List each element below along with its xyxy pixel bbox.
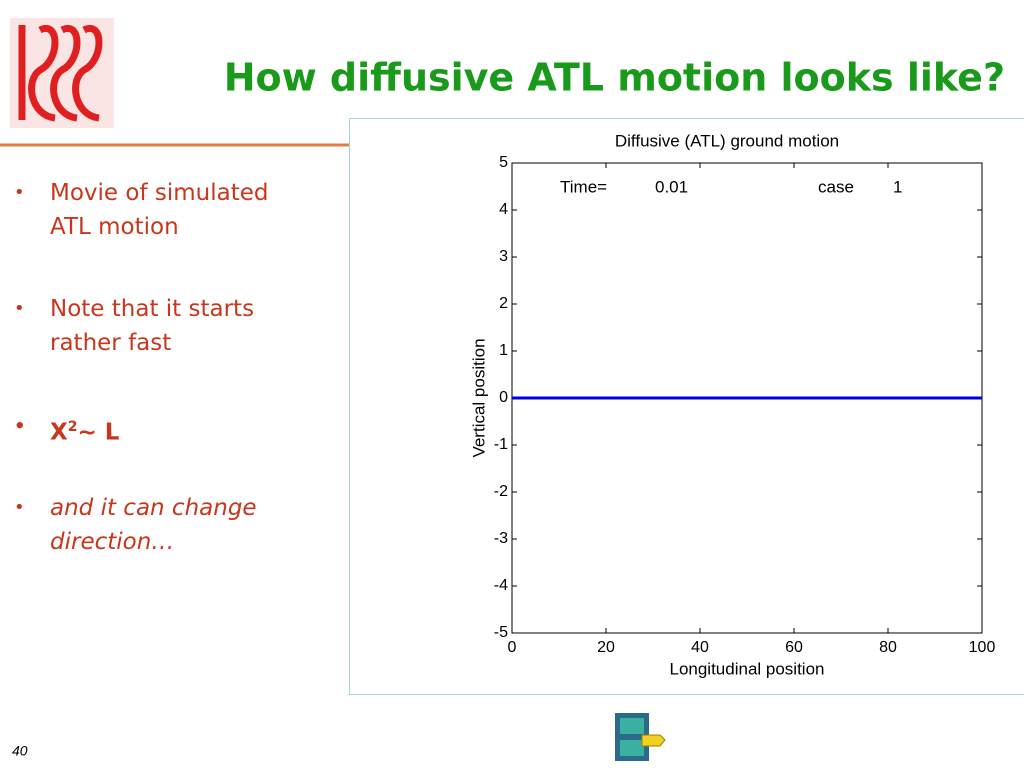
bullet-sup: 2 <box>67 419 78 435</box>
slide-title: How diffusive ATL motion looks like? <box>224 56 1005 100</box>
x-tick-label: 80 <box>879 639 897 656</box>
y-tick-label: -3 <box>494 530 508 547</box>
movie-icon <box>615 713 666 761</box>
annotation: 1 <box>893 177 902 196</box>
annotation: 0.01 <box>655 177 688 196</box>
x-tick-label: 40 <box>691 639 709 656</box>
y-tick-label: 4 <box>499 201 508 218</box>
y-tick-label: 3 <box>499 248 508 265</box>
y-tick-label: 5 <box>499 154 508 171</box>
x-tick-label: 0 <box>508 639 517 656</box>
bullet-rest: ~ L <box>77 419 120 446</box>
x-axis-label: Longitudinal position <box>669 659 824 678</box>
y-tick-label: -1 <box>494 436 508 453</box>
chart-title: Diffusive (ATL) ground motion <box>615 131 839 150</box>
chart: Diffusive (ATL) ground motion Longitudina… <box>469 131 995 678</box>
y-tick-label: -4 <box>494 577 508 594</box>
bullet: • X2~ L <box>14 416 120 446</box>
y-tick-label: -2 <box>494 483 508 500</box>
y-tick-label: 0 <box>499 389 508 406</box>
bullet: • Note that it starts rather fast <box>14 292 314 360</box>
bullet: • and it can change direction… <box>14 491 314 559</box>
annotation: Time= <box>560 177 607 196</box>
bullet: • Movie of simulated ATL motion <box>14 176 314 244</box>
bullet-base: X <box>50 419 68 446</box>
y-tick-label: 2 <box>499 295 508 312</box>
x-tick-label: 100 <box>969 639 996 656</box>
y-axis-label: Vertical position <box>469 338 488 457</box>
bullet-text: and it can change direction… <box>50 495 257 555</box>
annotation: case <box>818 177 854 196</box>
y-tick-label: 1 <box>499 342 508 359</box>
x-tick-label: 20 <box>597 639 615 656</box>
logo <box>10 18 114 128</box>
chart-frame <box>349 118 1024 695</box>
bullet-text: Movie of simulated ATL motion <box>50 180 269 240</box>
y-tick-label: -5 <box>494 624 508 641</box>
x-tick-label: 60 <box>785 639 803 656</box>
page-number: 40 <box>12 743 28 759</box>
bullet-text: Note that it starts rather fast <box>50 296 255 356</box>
